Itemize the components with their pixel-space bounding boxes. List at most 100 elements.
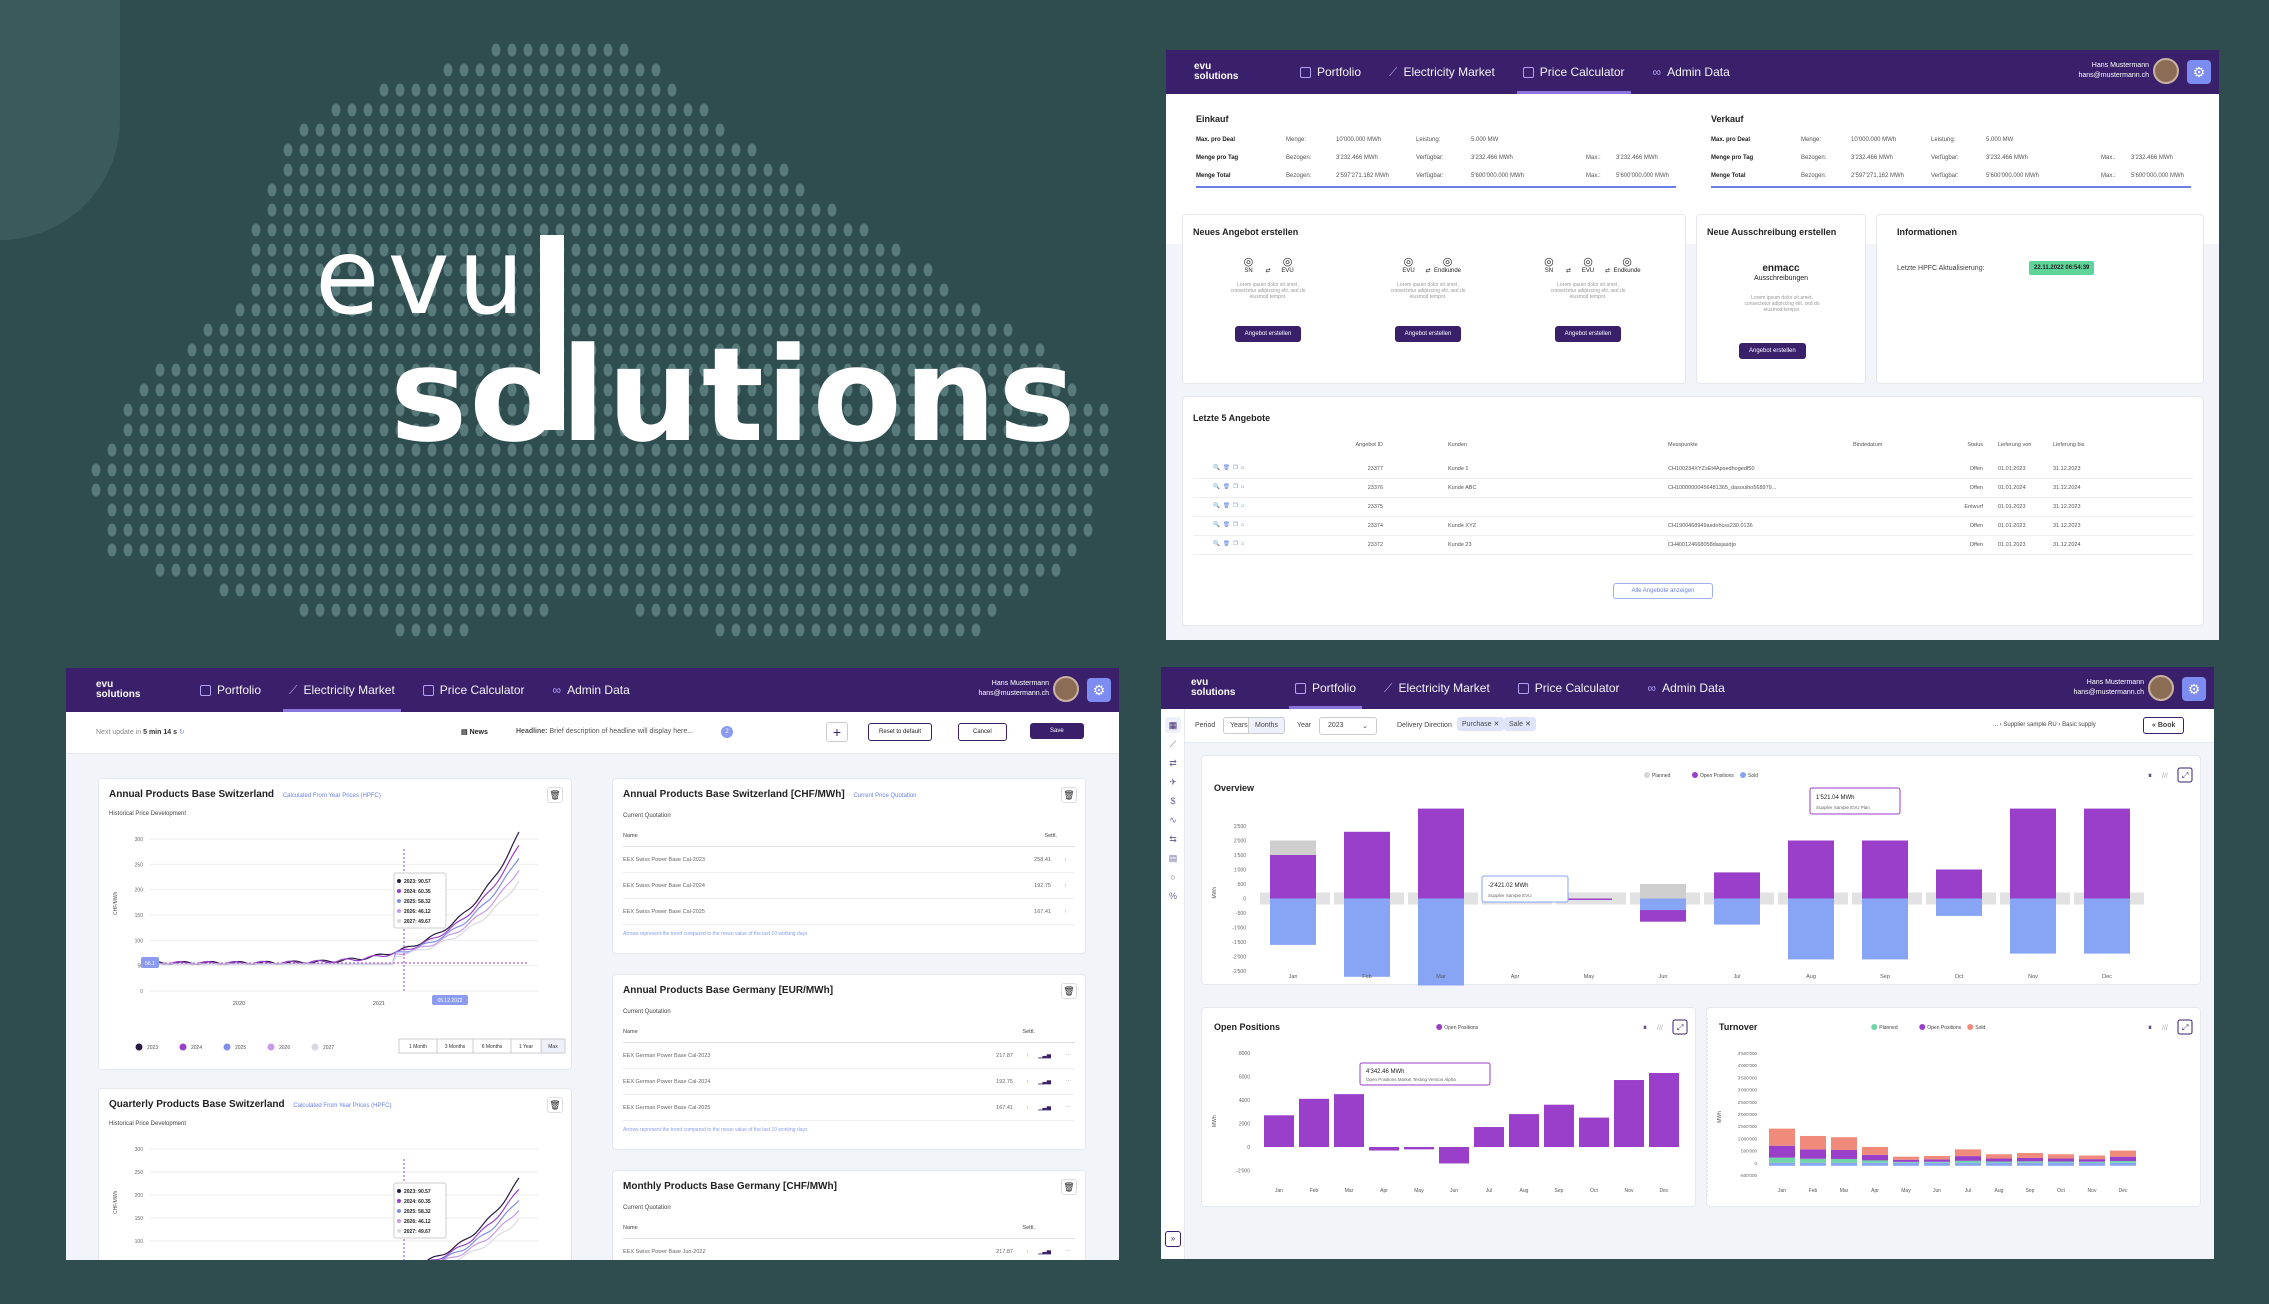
table-row[interactable]: 🔍🗑❐⌂ 23374 Kunde XYZ CH1900468949asdohcss23…: [1193, 517, 2193, 536]
sidebar-icon[interactable]: ○: [1170, 872, 1176, 882]
delete-icon[interactable]: 🗑: [1061, 1179, 1077, 1195]
cancel-button[interactable]: Cancel: [958, 723, 1007, 741]
breadcrumb[interactable]: ... › Supplier sample RU › Basic supply: [1993, 722, 2096, 728]
map-dot: [779, 343, 789, 357]
nav-price-calculator[interactable]: Price Calculator: [409, 668, 539, 712]
nav-price-calculator[interactable]: Price Calculator: [1509, 50, 1639, 94]
table-row[interactable]: 🔍🗑❐⌂ 23376 Kunde ABC CH10000000456481365_da…: [1193, 479, 2193, 498]
avatar[interactable]: [2148, 675, 2174, 701]
settings-gear-icon[interactable]: ⚙: [2182, 677, 2206, 701]
user-info[interactable]: Hans Mustermann hans@mustermann.ch: [978, 680, 1049, 697]
quote-row[interactable]: EEX Swiss Power Base Cal-2024 192.75 ↑: [623, 877, 1075, 899]
map-dot: [459, 63, 469, 77]
expand-sidebar-icon[interactable]: »: [1165, 1231, 1181, 1247]
year-select[interactable]: 2023 ⌄: [1319, 717, 1377, 735]
sidebar-icon[interactable]: ▦: [1165, 717, 1181, 733]
map-dot: [827, 203, 837, 217]
row-action-icons[interactable]: 🔍🗑❐⌂: [1213, 541, 1248, 547]
sidebar-icon[interactable]: ∿: [1169, 815, 1177, 825]
save-button[interactable]: Save: [1030, 723, 1084, 739]
turnover-chart[interactable]: Turnover Planned Open Positions Sold ⏸///⤢MW…: [1706, 1008, 2202, 1208]
reset-default-button[interactable]: Reset to default: [868, 723, 933, 741]
nav-price-calculator[interactable]: Price Calculator: [1504, 667, 1634, 709]
avatar[interactable]: [2153, 58, 2179, 84]
sidebar-icon[interactable]: ⇄: [1169, 758, 1177, 768]
headline-text[interactable]: Headline: Brief description of headline …: [516, 728, 694, 735]
sidebar-icon[interactable]: ⇆: [1169, 834, 1177, 844]
map-dot: [667, 263, 677, 277]
delete-icon[interactable]: 🗑: [547, 787, 563, 803]
angebot-erstellen-button[interactable]: Angebot erstellen: [1234, 326, 1302, 342]
book-button[interactable]: « Book: [2143, 717, 2185, 734]
angebot-erstellen-button[interactable]: Angebot erstellen: [1554, 326, 1622, 342]
row-action-icons[interactable]: 🔍🗑❐⌂: [1213, 465, 1248, 471]
nav-portfolio[interactable]: Portfolio: [1281, 667, 1370, 709]
period-months[interactable]: Months: [1248, 717, 1285, 734]
background-dot-map: [91, 43, 1109, 637]
ausschreibung-create-button[interactable]: Angebot erstellen: [1739, 343, 1806, 359]
sidebar-icon[interactable]: ✈: [1169, 777, 1177, 787]
sidebar-icon[interactable]: $: [1170, 796, 1176, 806]
close-icon: ✕: [1524, 721, 1531, 728]
map-dot: [763, 383, 773, 397]
nav-admin-data[interactable]: ∞ Admin Data: [1647, 681, 1725, 695]
map-dot: [955, 503, 965, 517]
table-row[interactable]: 🔍🗑❐⌂ 23375 Entwurf 01.01.2023 31.12.2023: [1193, 498, 2193, 517]
quote-row[interactable]: EEX Swiss Power Base Cal-2025 167.41 ↑: [623, 903, 1075, 925]
delete-icon[interactable]: 🗑: [547, 1097, 563, 1113]
delete-icon[interactable]: 🗑: [1061, 787, 1077, 803]
nav-electricity-market[interactable]: ⟋ Electricity Market: [1384, 680, 1490, 696]
map-dot: [651, 303, 661, 317]
sidebar-icon[interactable]: %: [1168, 891, 1177, 901]
table-row[interactable]: 🔍🗑❐⌂ 23377 Kunde 1 CH100234XYZsEt4Apsedhoge…: [1193, 460, 2193, 479]
nav-portfolio[interactable]: Portfolio: [1286, 50, 1375, 94]
row-action-icons[interactable]: 🔍🗑❐⌂: [1213, 503, 1248, 509]
sidebar-icon[interactable]: ▤: [1168, 853, 1178, 863]
settings-gear-icon[interactable]: ⚙: [2187, 60, 2211, 84]
table-row[interactable]: 🔍🗑❐⌂ 23372 Kunde 23 CH400124668058dasjasdjo…: [1193, 536, 2193, 555]
add-button[interactable]: +: [826, 722, 848, 742]
verkauf-row: Menge Total Bezogen: 2'597'271.162 MWh Verf…: [1711, 170, 2191, 188]
nav-electricity-market[interactable]: ⟋ Electricity Market: [1389, 64, 1495, 80]
delete-icon[interactable]: 🗑: [1061, 983, 1077, 999]
map-dot: [891, 623, 901, 637]
quote-row[interactable]: EEX Swiss Power Base Cal-2023 258.41 ↑: [623, 851, 1075, 873]
alle-angebote-button[interactable]: Alle Angebote anzeigen: [1613, 583, 1713, 599]
map-dot: [363, 523, 373, 537]
angebot-erstellen-button[interactable]: Angebot erstellen: [1394, 326, 1462, 342]
node-icon: ◎: [1622, 256, 1632, 268]
nav-portfolio[interactable]: Portfolio: [186, 668, 275, 712]
news-count-badge[interactable]: 2: [721, 726, 733, 738]
chip-sale[interactable]: Sale ✕: [1504, 717, 1536, 731]
quote-row[interactable]: EEX German Power Base Cal-2025 167.41 ↑ ▁▃▅…: [623, 1099, 1075, 1121]
nav-admin-data[interactable]: ∞ Admin Data: [552, 683, 630, 697]
settings-gear-icon[interactable]: ⚙: [1087, 678, 1111, 702]
quote-row[interactable]: EEX German Power Base Cal-2024 192.75 ↑ ▁▃▅…: [623, 1073, 1075, 1095]
nav-logo[interactable]: evu solutions: [1194, 61, 1239, 82]
map-dot: [491, 103, 501, 117]
nav-logo[interactable]: evu solutions: [1191, 677, 1236, 698]
row-action-icons[interactable]: 🔍🗑❐⌂: [1213, 484, 1248, 490]
nav-logo[interactable]: evu solutions: [96, 679, 141, 700]
row-action-icons[interactable]: 🔍🗑❐⌂: [1213, 522, 1248, 528]
user-info[interactable]: Hans Mustermann hans@mustermann.ch: [2078, 62, 2149, 79]
logo-bar: [540, 235, 564, 430]
nav-admin-data[interactable]: ∞ Admin Data: [1652, 65, 1730, 79]
map-dot: [187, 383, 197, 397]
sidebar-icon[interactable]: ⟋: [1169, 739, 1177, 749]
open-positions-chart[interactable]: Open Positions Open Positions ⏸///⤢MWh8000…: [1202, 1008, 1697, 1208]
map-dot: [571, 183, 581, 197]
bar-chart-icon: ▁▃▅: [1038, 1079, 1051, 1085]
news-label[interactable]: ▤ News: [461, 729, 488, 736]
chip-purchase[interactable]: Purchase ✕: [1457, 717, 1505, 731]
quote-row[interactable]: EEX German Power Base Cal-2023 217.87 ↑ ▁▃▅…: [623, 1047, 1075, 1069]
map-dot: [571, 243, 581, 257]
avatar[interactable]: [1053, 676, 1079, 702]
nav-electricity-market[interactable]: ⟋ Electricity Market: [275, 668, 409, 712]
user-info[interactable]: Hans Mustermann hans@mustermann.ch: [2073, 679, 2144, 696]
quote-row[interactable]: EEX Swiss Power Base Jun-2022 217.87 ↑ ▁▃▅ ⋯: [623, 1243, 1075, 1260]
map-dot: [667, 223, 677, 237]
